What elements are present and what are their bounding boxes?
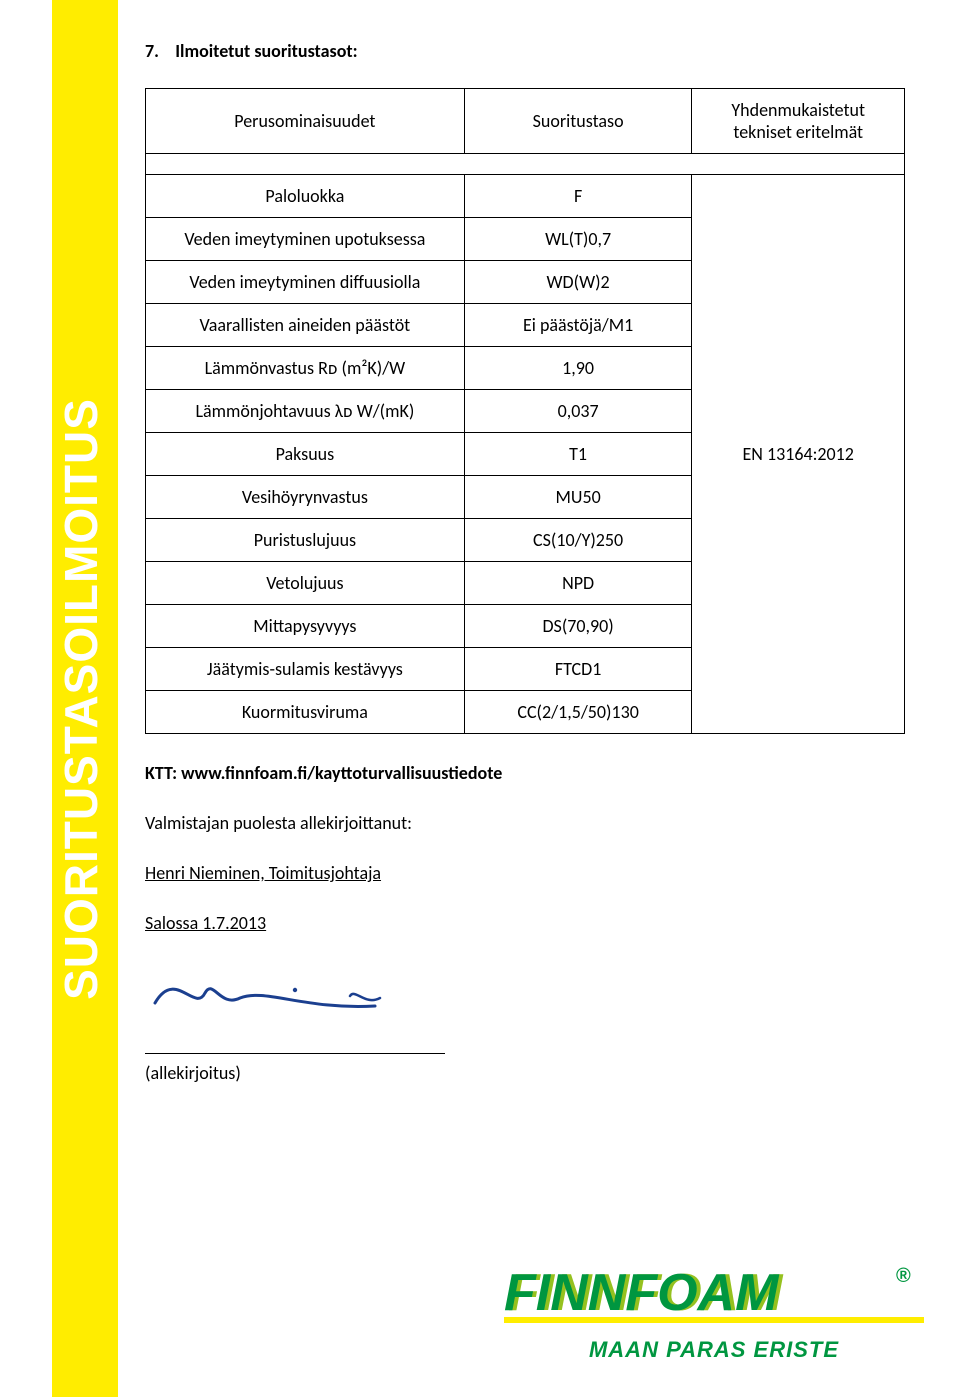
signature-caption: (allekirjoitus) (145, 1062, 905, 1084)
cell-value: 1,90 (464, 347, 692, 390)
svg-text:®: ® (896, 1265, 911, 1287)
brand-logo: FINNFOAM FINNFOAM ® MAAN PARAS ERISTE (504, 1260, 924, 1363)
svg-text:FINNFOAM: FINNFOAM (504, 1264, 780, 1322)
cell-property: Mittapysyvyys (146, 605, 465, 648)
spec-table: Perusominaisuudet Suoritustaso Yhdenmuka… (145, 88, 905, 734)
th-level: Suoritustaso (464, 89, 692, 154)
cell-value: WL(T)0,7 (464, 218, 692, 261)
signature-line (145, 1053, 445, 1054)
ktt-link: KTT: www.finnfoam.fi/kayttoturvallisuust… (145, 762, 905, 784)
cell-value: NPD (464, 562, 692, 605)
cell-value: CC(2/1,5/50)130 (464, 691, 692, 734)
signature-icon (145, 958, 405, 1028)
cell-property: Kuormitusviruma (146, 691, 465, 734)
cell-property: Vaarallisten aineiden päästöt (146, 304, 465, 347)
section-heading: Ilmoitetut suoritustasot: (175, 40, 357, 62)
section-number: 7. (145, 40, 159, 62)
sidebar-label-wrap: SUORITUSTASOILMOITUS (48, 0, 114, 1397)
finnfoam-logo-icon: FINNFOAM FINNFOAM ® (504, 1260, 924, 1330)
cell-value: MU50 (464, 476, 692, 519)
signed-by-intro: Valmistajan puolesta allekirjoittanut: (145, 812, 905, 834)
th-spec: Yhdenmukaistetut tekniset eritelmät (692, 89, 905, 154)
cell-value: CS(10/Y)250 (464, 519, 692, 562)
th-property: Perusominaisuudet (146, 89, 465, 154)
cell-property: Paksuus (146, 433, 465, 476)
cell-property: Veden imeytyminen diffuusiolla (146, 261, 465, 304)
table-header-row: Perusominaisuudet Suoritustaso Yhdenmuka… (146, 89, 905, 154)
cell-value: FTCD1 (464, 648, 692, 691)
cell-property: Vesihöyrynvastus (146, 476, 465, 519)
cell-property: Jäätymis-sulamis kestävyys (146, 648, 465, 691)
cell-standard: EN 13164:2012 (692, 175, 905, 734)
main-content: 7. Ilmoitetut suoritustasot: Perusominai… (145, 40, 905, 1084)
place-date: Salossa 1.7.2013 (145, 912, 905, 934)
cell-value: F (464, 175, 692, 218)
signature-area: (allekirjoitus) (145, 958, 905, 1084)
cell-value: 0,037 (464, 390, 692, 433)
table-spacer (146, 154, 905, 175)
cell-value: DS(70,90) (464, 605, 692, 648)
cell-property: Paloluokka (146, 175, 465, 218)
cell-property: Vetolujuus (146, 562, 465, 605)
cell-value: T1 (464, 433, 692, 476)
cell-property: Veden imeytyminen upotuksessa (146, 218, 465, 261)
signer-name: Henri Nieminen, Toimitusjohtaja (145, 862, 905, 884)
cell-property: Lämmönvastus Rᴅ (m²K)/W (146, 347, 465, 390)
cell-value: Ei päästöjä/M1 (464, 304, 692, 347)
cell-property: Puristuslujuus (146, 519, 465, 562)
sidebar-label: SUORITUSTASOILMOITUS (54, 398, 108, 1000)
cell-value: WD(W)2 (464, 261, 692, 304)
table-row: Paloluokka F EN 13164:2012 (146, 175, 905, 218)
logo-tagline: MAAN PARAS ERISTE (504, 1337, 924, 1363)
cell-property: Lämmönjohtavuus λᴅ W/(mK) (146, 390, 465, 433)
section-7-title: 7. Ilmoitetut suoritustasot: (145, 40, 905, 62)
